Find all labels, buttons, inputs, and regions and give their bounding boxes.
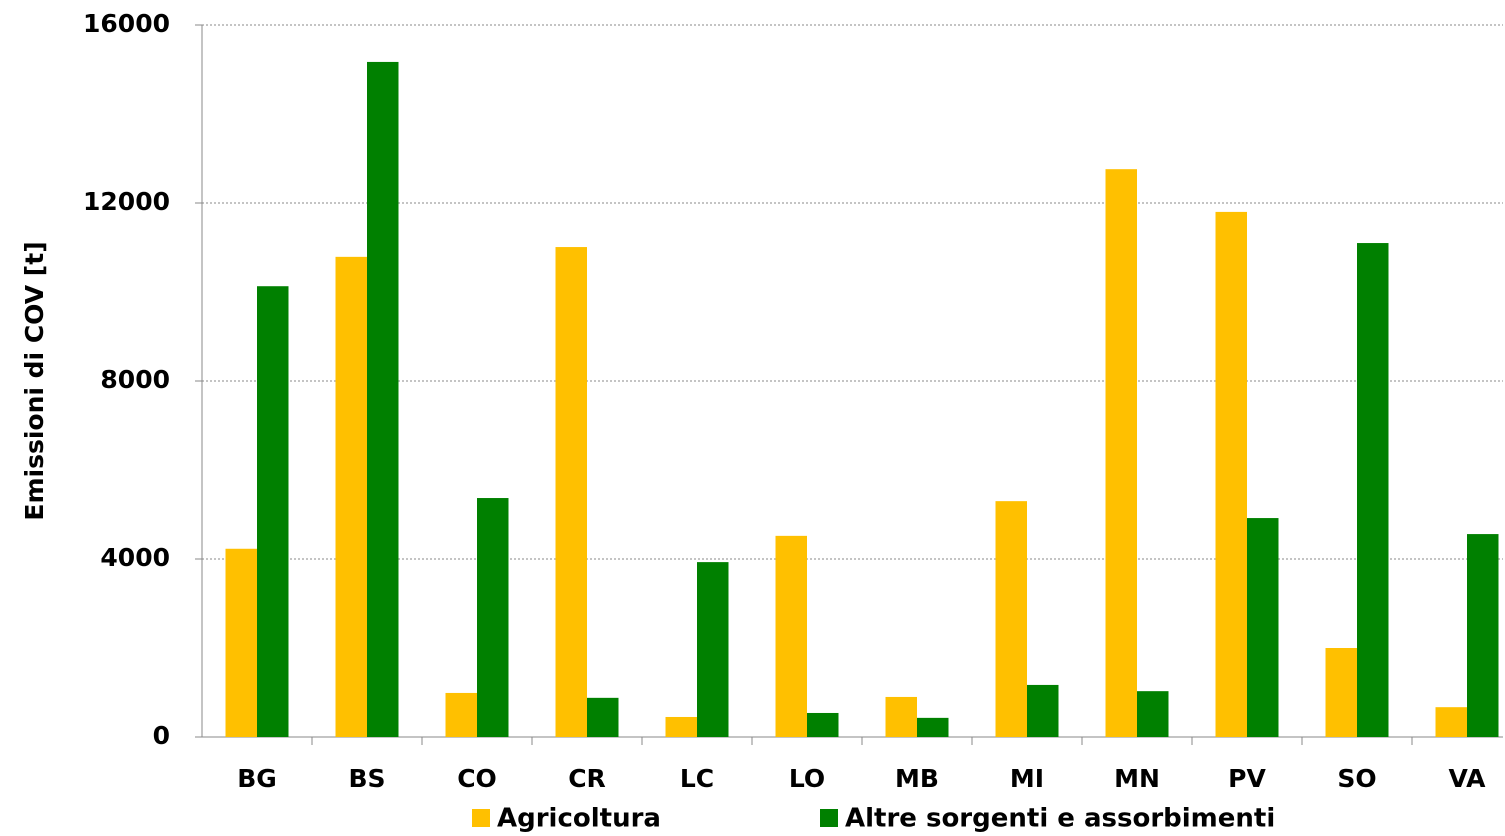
bar [1435,707,1467,737]
x-tick-label: PV [1228,764,1266,793]
bar [257,286,289,737]
x-tick-label: MB [895,764,939,793]
bar [1325,648,1357,737]
y-axis-label: Emissioni di COV [t] [20,241,49,520]
x-tick-label: CR [568,764,606,793]
bar [445,692,477,737]
bar [807,712,839,737]
bar [1105,169,1137,737]
y-tick-label: 4000 [100,543,170,572]
x-tick-label: BG [237,764,277,793]
bar [1027,684,1059,737]
bar [587,697,619,737]
x-tick-label: LC [680,764,714,793]
x-tick-label: MN [1114,764,1160,793]
x-tick-label: CO [457,764,497,793]
bar [555,247,587,737]
legend-label: Altre sorgenti e assorbimenti [845,804,1275,834]
x-tick-label: SO [1337,764,1376,793]
bar [335,256,367,737]
bar [917,717,949,737]
bar [1215,211,1247,737]
bar [477,498,509,737]
bar [995,501,1027,737]
y-tick-label: 0 [153,721,170,750]
legend-label: Agricoltura [497,804,661,834]
y-tick-label: 16000 [83,9,170,38]
y-tick-label: 8000 [100,365,170,394]
bar [665,716,697,737]
x-tick-label: VA [1449,764,1487,793]
bar [1467,534,1499,737]
legend-swatch [820,809,838,827]
bar [775,535,807,737]
bar [697,562,729,737]
bar [1137,691,1169,737]
x-tick-label: MI [1010,764,1044,793]
legend-swatch [472,809,490,827]
bar [1247,518,1279,737]
x-tick-label: BS [348,764,385,793]
x-tick-label: LO [789,764,825,793]
bar [885,696,917,737]
bar [1357,243,1389,738]
bar [225,548,257,737]
bar [367,61,399,738]
y-tick-label: 12000 [83,187,170,216]
